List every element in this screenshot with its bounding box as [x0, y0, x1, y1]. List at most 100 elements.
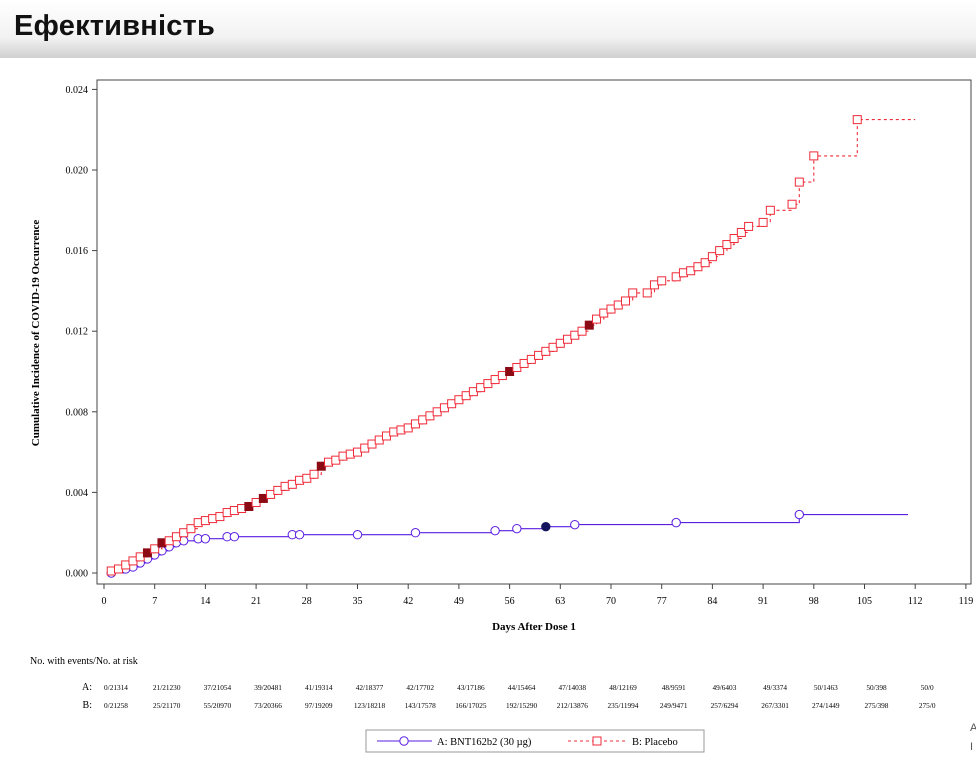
slide-title: Ефективність	[14, 10, 215, 42]
data-point-vaccine	[570, 519, 580, 530]
data-point-placebo	[642, 288, 652, 298]
y-tick-label: 0.004	[66, 488, 89, 499]
risk-table-title: No. with events/No. at risk	[30, 656, 138, 667]
x-tick-label: 63	[555, 596, 565, 607]
data-point-vaccine	[352, 530, 363, 540]
chart-legend: A: BNT162b2 (30 µg) B: Placebo	[365, 729, 705, 753]
x-tick-label: 112	[908, 596, 923, 607]
risk-cell: 39/20481	[254, 683, 282, 692]
slide-header-bar	[0, 0, 976, 58]
risk-cell: 47/14038	[559, 683, 587, 692]
risk-cell: 0/21258	[104, 701, 128, 710]
x-tick-label: 119	[959, 596, 974, 607]
plot-border	[96, 79, 972, 585]
risk-cell: 166/17025	[455, 701, 487, 710]
x-tick-label: 105	[857, 596, 872, 607]
data-point-placebo	[809, 151, 819, 161]
data-point-placebo	[700, 258, 710, 268]
plot-frame	[96, 79, 972, 585]
risk-cell: 43/17186	[457, 683, 485, 692]
data-point-placebo	[852, 115, 862, 125]
data-point-vaccine	[512, 523, 522, 534]
x-tick-label: 98	[809, 596, 819, 607]
y-tick-label: 0.008	[66, 407, 89, 418]
risk-cell: 50/398	[866, 683, 887, 692]
data-point-placebo	[150, 544, 160, 554]
x-tick-label: 84	[707, 596, 717, 607]
risk-cell: 49/6403	[712, 683, 736, 692]
data-point-vaccine	[794, 509, 805, 520]
y-tick-label: 0.016	[66, 246, 89, 257]
series-layer	[106, 115, 916, 578]
x-tick-label: 56	[505, 596, 515, 607]
risk-cell: 143/17578	[405, 701, 437, 710]
data-point-vaccine	[671, 517, 681, 528]
data-point-placebo	[309, 469, 319, 479]
x-axis: 0 7 14 21 28 35 42 49 56 63 70 77 84 91 98 105 112 119	[102, 584, 974, 607]
data-point-placebo	[744, 221, 754, 231]
x-tick-label: 70	[606, 596, 616, 607]
y-axis: 0.000 0.004 0.008 0.012 0.016 0.020 0.024	[66, 85, 97, 580]
risk-cell: 274/1449	[812, 701, 840, 710]
data-point-placebo	[758, 217, 768, 227]
x-tick-label: 91	[758, 596, 768, 607]
risk-cell: 0/21314	[104, 683, 128, 692]
risk-cell: 37/21054	[204, 683, 232, 692]
legend-marker-vaccine	[399, 736, 409, 746]
edge-letter-b: I	[970, 741, 974, 753]
legend-box	[365, 729, 705, 753]
legend-label-placebo: B: Placebo	[632, 737, 678, 748]
data-point-vaccine	[229, 532, 240, 542]
data-point-placebo	[765, 205, 775, 215]
data-point-placebo	[628, 288, 638, 298]
risk-cell: 50/1463	[814, 683, 838, 692]
risk-cell: 44/15464	[508, 683, 536, 692]
y-tick-label: 0.020	[66, 166, 89, 177]
legend-marker-placebo	[592, 736, 602, 746]
risk-cell: 21/21230	[153, 683, 181, 692]
data-point-vaccine	[410, 528, 421, 538]
data-point-placebo	[592, 314, 602, 324]
data-point-placebo	[577, 326, 587, 336]
risk-cell: 212/13876	[557, 701, 589, 710]
risk-cell: 49/3374	[763, 683, 787, 692]
x-tick-label: 77	[657, 596, 667, 607]
risk-cell: 25/21170	[153, 701, 181, 710]
data-point-placebo	[722, 240, 732, 250]
data-point-placebo	[787, 199, 797, 209]
data-point-placebo	[794, 177, 804, 187]
data-point-placebo	[620, 296, 630, 306]
x-tick-label: 28	[302, 596, 312, 607]
risk-cell: 48/9591	[662, 683, 686, 692]
legend-label-vaccine: A: BNT162b2 (30 µg)	[437, 737, 532, 748]
risk-row-label: B:	[83, 700, 92, 711]
x-tick-label: 7	[152, 596, 157, 607]
risk-table: A: 0/21314 21/21230 37/21054 39/20481 41/1931…	[82, 682, 936, 711]
x-tick-label: 14	[200, 596, 210, 607]
risk-cell: 267/3301	[761, 701, 789, 710]
risk-cell: 275/0	[919, 701, 936, 710]
data-point-vaccine	[200, 534, 211, 544]
edge-letter-a: A	[970, 722, 976, 734]
y-tick-label: 0.012	[66, 327, 89, 338]
data-point-vaccine	[294, 530, 305, 540]
risk-cell: 50/0	[921, 683, 934, 692]
x-tick-label: 42	[403, 596, 413, 607]
x-tick-label: 21	[251, 596, 261, 607]
risk-cell: 235/11994	[608, 701, 639, 710]
data-point-placebo	[729, 234, 739, 244]
y-tick-label: 0.024	[66, 85, 89, 96]
risk-cell: 41/19314	[305, 683, 333, 692]
data-point-vaccine	[490, 525, 500, 536]
y-tick-label: 0.000	[66, 569, 89, 580]
x-tick-label: 0	[102, 596, 107, 607]
y-axis-label: Cumulative Incidence of COVID-19 Occurre…	[30, 220, 42, 447]
risk-cell: 275/398	[865, 701, 889, 710]
data-point-placebo	[186, 524, 196, 534]
risk-cell: 123/18218	[354, 701, 386, 710]
risk-cell: 192/15290	[506, 701, 538, 710]
series-line-vaccine	[111, 514, 908, 574]
risk-cell: 42/17702	[406, 683, 434, 692]
risk-cell: 55/20970	[204, 701, 232, 710]
x-tick-label: 35	[353, 596, 363, 607]
